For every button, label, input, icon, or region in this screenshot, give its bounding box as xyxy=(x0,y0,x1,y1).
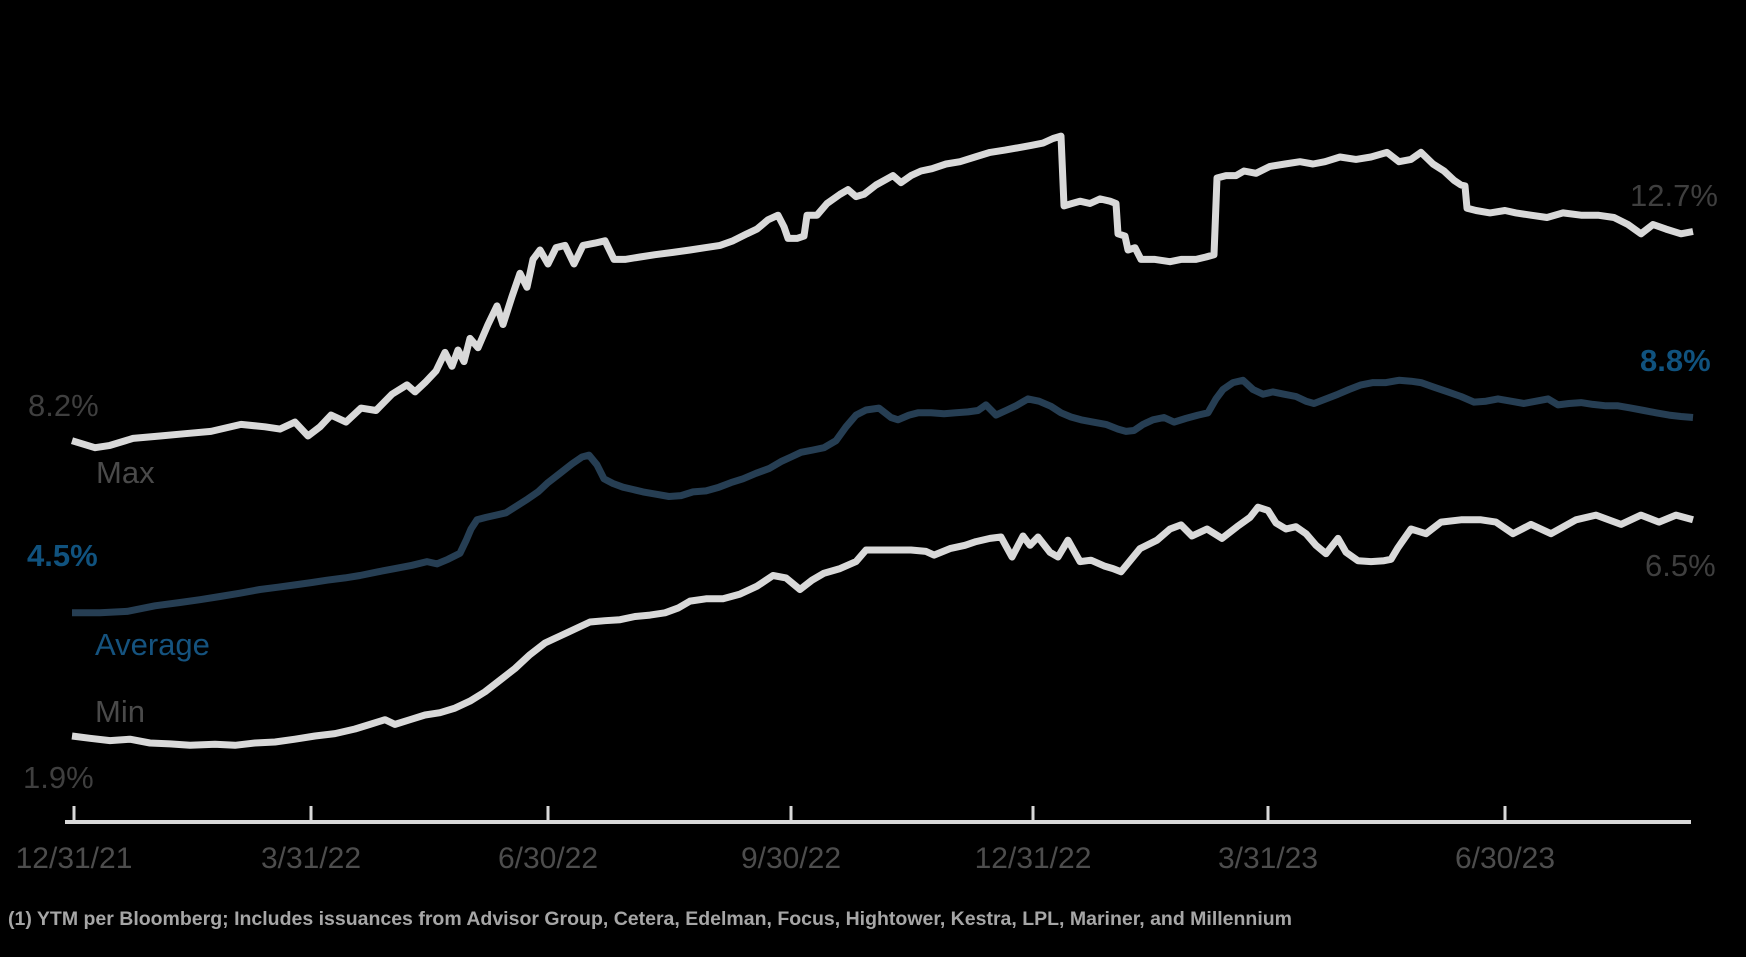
min-end-value-label: 6.5% xyxy=(1645,548,1716,583)
max-series-line xyxy=(70,132,1694,452)
x-tick-label: 12/31/21 xyxy=(15,842,133,875)
footnote: (1) YTM per Bloomberg; Includes issuance… xyxy=(8,908,1293,930)
min-start-value-label: 1.9% xyxy=(23,760,94,795)
x-tick-label: 6/30/22 xyxy=(497,842,599,875)
max-series-name-label: Max xyxy=(96,455,155,490)
x-tick-label: 12/31/22 xyxy=(974,842,1092,875)
average-start-value-label: 4.5% xyxy=(27,538,98,573)
x-tick-label: 9/30/22 xyxy=(740,842,842,875)
x-tick-label: 3/31/22 xyxy=(260,842,362,875)
x-axis-ticks xyxy=(72,806,1507,822)
average-series-name-label: Average xyxy=(95,627,210,662)
max-end-value-label: 12.7% xyxy=(1630,178,1718,213)
min-series-name-label: Min xyxy=(95,694,145,729)
x-tick-label: 6/30/23 xyxy=(1454,842,1556,875)
min-series-line xyxy=(71,503,1694,749)
x-tick-label: 3/31/23 xyxy=(1217,842,1319,875)
average-end-value-label: 8.8% xyxy=(1640,343,1711,378)
average-series-line xyxy=(72,376,1694,617)
x-axis-labels: 12/31/21 3/31/22 6/30/22 9/30/22 12/31/22 3/3… xyxy=(0,842,1746,882)
max-start-value-label: 8.2% xyxy=(28,388,99,423)
